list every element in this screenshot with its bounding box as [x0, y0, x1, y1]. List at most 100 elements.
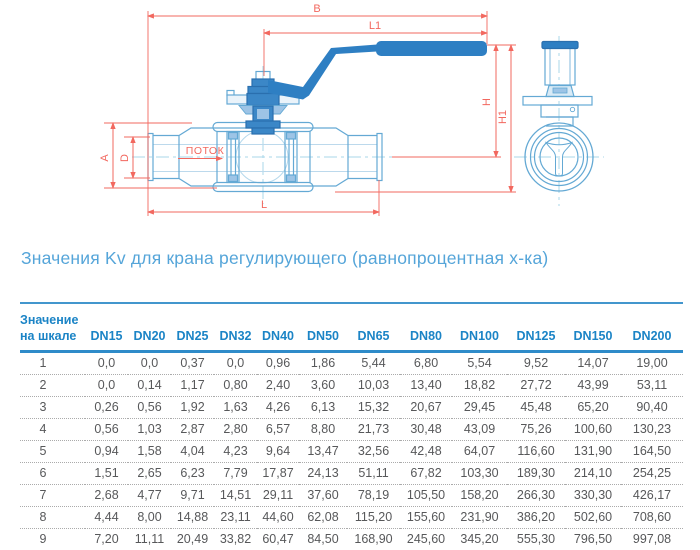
kv-value: 6,57 [257, 418, 299, 441]
kv-value: 0,14 [128, 374, 171, 397]
kv-value: 214,10 [565, 462, 621, 485]
column-header-dn25: DN25 [171, 304, 214, 354]
seat-ring-right [284, 130, 298, 184]
kv-value: 1,51 [85, 462, 128, 485]
kv-value: 0,0 [97, 356, 116, 371]
extension-lines [104, 11, 516, 216]
kv-value: 5,44 [361, 356, 386, 371]
dimension-lines [104, 11, 516, 216]
kv-value: 2,68 [85, 484, 128, 507]
kv-value: 245,60 [400, 528, 452, 550]
kv-value: 0,96 [265, 356, 291, 371]
kv-value: 14,07 [577, 356, 609, 371]
kv-value: 4,77 [128, 484, 171, 507]
kv-value: 21,73 [347, 418, 400, 441]
kv-value: 2,40 [257, 374, 299, 397]
kv-value: 27,72 [507, 374, 565, 397]
kv-value: 43,09 [452, 418, 507, 441]
kv-value: 13,47 [299, 440, 347, 463]
kv-value: 7,20 [85, 528, 128, 550]
column-header-dn100: DN100 [452, 304, 507, 354]
kv-value: 0,0 [85, 374, 128, 397]
kv-value: 708,60 [621, 506, 683, 529]
kv-value: 164,50 [621, 440, 683, 463]
bore-lines [153, 144, 377, 172]
kv-value: 43,99 [565, 374, 621, 397]
kv-value: 53,11 [621, 374, 683, 397]
table-row: 1 0,0 0,0 0,37 0,0 0,96 1,86 5,44 6,80 5,54 9,52 14… [20, 352, 683, 375]
kv-value: 15,32 [347, 396, 400, 419]
stem-cap [541, 40, 579, 50]
kv-value: 18,82 [452, 374, 507, 397]
kv-value: 1,17 [171, 374, 214, 397]
table-row: 3 0,26 0,56 1,92 1,63 4,26 6,13 15,32 20,67 29,45… [20, 396, 683, 419]
kv-value: 386,20 [507, 506, 565, 529]
dim-label-h: H [481, 98, 493, 106]
scale-value: 6 [20, 462, 85, 485]
kv-value: 5,54 [467, 356, 492, 371]
kv-value: 51,11 [347, 462, 400, 485]
kv-value: 62,08 [299, 506, 347, 529]
kv-value: 103,30 [452, 462, 507, 485]
kv-value: 254,25 [621, 462, 683, 485]
kv-value: 0,0 [140, 356, 159, 371]
kv-value: 796,50 [565, 528, 621, 550]
dimension-labels: B L1 H H1 A D L ПОТОК [99, 3, 509, 211]
centerlines [132, 36, 604, 206]
column-header-dn200: DN200 [621, 304, 683, 354]
kv-value: 0,56 [128, 396, 171, 419]
kv-value: 2,80 [214, 418, 257, 441]
dim-label-b: B [313, 3, 320, 15]
valve-end-view [522, 40, 594, 192]
kv-value: 0,56 [85, 418, 128, 441]
valve-side-view [147, 70, 383, 193]
kv-value: 64,07 [452, 440, 507, 463]
kv-value: 10,03 [347, 374, 400, 397]
dim-label-h1: H1 [497, 110, 509, 124]
characterized-port [544, 141, 574, 177]
dim-label-l1: L1 [369, 20, 381, 32]
kv-value: 44,60 [257, 506, 299, 529]
kv-value: 90,40 [621, 396, 683, 419]
kv-value: 9,52 [523, 356, 549, 371]
scale-value: 5 [20, 440, 85, 463]
handle-grip [376, 41, 487, 56]
kv-value: 20,49 [171, 528, 214, 550]
kv-value: 45,48 [507, 396, 565, 419]
end-flange-circle [524, 122, 594, 192]
table-row: 4 0,56 1,03 2,87 2,80 6,57 8,80 21,73 30,48 43,09… [20, 418, 683, 441]
kv-value: 997,08 [621, 528, 683, 550]
kv-value: 3,60 [299, 374, 347, 397]
flange-neck [540, 104, 579, 118]
column-header-dn32: DN32 [214, 304, 257, 354]
kv-value: 0,80 [214, 374, 257, 397]
kv-value: 1,63 [214, 396, 257, 419]
table-header-row: Значение на шкале DN15 DN20 DN25 DN32 DN40 DN… [20, 304, 683, 354]
kv-value: 6,80 [413, 356, 439, 371]
kv-value: 4,04 [171, 440, 214, 463]
stem-assembly [226, 70, 300, 135]
kv-value: 1,86 [310, 356, 336, 371]
scale-value: 2 [20, 374, 85, 397]
mounting-flange [522, 95, 593, 106]
table-row: 2 0,0 0,14 1,17 0,80 2,40 3,60 10,03 13,40 18,82 2… [20, 374, 683, 397]
column-header-dn15: DN15 [85, 304, 128, 354]
kv-value: 116,60 [507, 440, 565, 463]
kv-value: 32,56 [347, 440, 400, 463]
kv-value: 20,67 [400, 396, 452, 419]
kv-value: 0,37 [180, 356, 205, 371]
kv-value: 555,30 [507, 528, 565, 550]
kv-value: 60,47 [257, 528, 299, 550]
kv-value: 14,51 [214, 484, 257, 507]
scale-value: 3 [20, 396, 85, 419]
scale-value: 8 [20, 506, 85, 529]
kv-value: 330,30 [565, 484, 621, 507]
kv-table-container: Значение на шкале DN15 DN20 DN25 DN32 DN40 DN… [20, 302, 683, 550]
kv-value: 130,23 [621, 418, 683, 441]
kv-value: 9,71 [171, 484, 214, 507]
table-row: 8 4,44 8,00 14,88 23,11 44,60 62,08 115,20 155,6… [20, 506, 683, 529]
kv-value: 67,82 [400, 462, 452, 485]
column-header-dn65: DN65 [347, 304, 400, 354]
kv-value: 14,88 [171, 506, 214, 529]
scale-value: 4 [20, 418, 85, 441]
